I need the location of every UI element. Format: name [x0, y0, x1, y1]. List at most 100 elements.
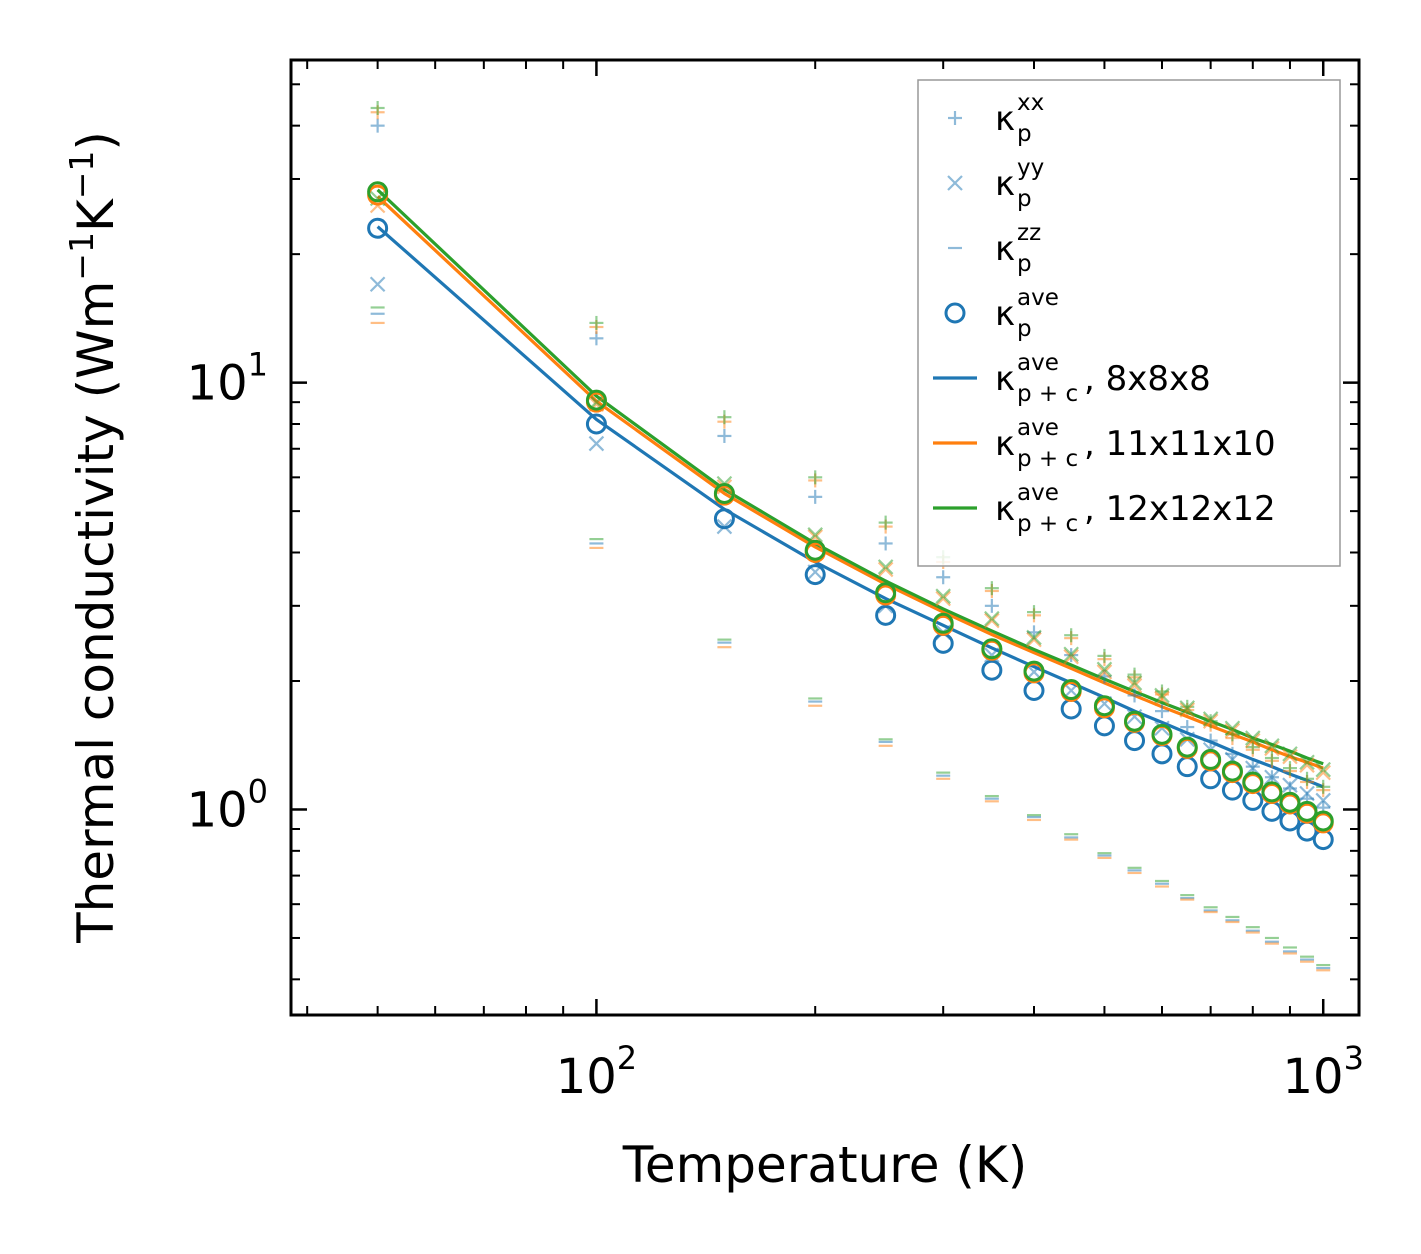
series-pyy-11x11x10-point-9 — [1096, 664, 1113, 680]
series-pave-8x8x8-point-2-ring — [713, 508, 735, 530]
series-pave-12x12x12-point-11-ring — [1151, 723, 1173, 745]
x-tick-label-1: 103 — [1283, 1039, 1364, 1105]
series-pyy-12x12x12-point-3 — [807, 527, 823, 543]
series-pave-12x12x12-point-14 — [1221, 760, 1243, 782]
y-tick-label-1: 101 — [187, 346, 268, 412]
legend-label-sub: p — [1017, 251, 1032, 277]
series-pave-8x8x8-point-0 — [367, 217, 389, 239]
series-pave-12x12x12-point-1 — [585, 389, 607, 411]
x-tick-label-exp: 2 — [617, 1039, 637, 1077]
series-pyy-8x8x8-point-19 — [1315, 792, 1332, 809]
legend-label-6: κave p + c, 12x12x12 — [995, 480, 1276, 537]
series-pave-12x12x12-point-13-ring — [1200, 748, 1222, 770]
series-pxx-8x8x8-point-12 — [1180, 720, 1195, 735]
series-pave-12x12x12-point-2-ring — [713, 482, 735, 504]
series-pyy-12x12x12-point-19 — [1315, 761, 1332, 778]
legend-handle-cross-d2 — [947, 175, 963, 191]
series-pxx-12x12x12-point-18 — [1300, 771, 1315, 786]
legend-label-2: κzz p — [995, 220, 1041, 277]
series-pyy-8x8x8-point-18-d2 — [1299, 785, 1315, 802]
series-pyy-11x11x10-point-11 — [1154, 690, 1170, 707]
series-pyy-12x12x12-point-15 — [1245, 730, 1261, 746]
series-pxx-8x8x8-point-6 — [984, 598, 999, 613]
series-pxx-12x12x12-point-17 — [1282, 761, 1297, 776]
series-pyy-11x11x10-point-13-d2 — [1202, 713, 1219, 729]
series-pyy-12x12x12-point-9-d2 — [1096, 661, 1113, 678]
series-pyy-12x12x12-point-17-d2 — [1282, 746, 1298, 762]
series-pave-12x12x12-point-18 — [1296, 800, 1318, 822]
series-pyy-11x11x10-point-8-d2 — [1063, 648, 1079, 665]
series-pyy-12x12x12-point-9 — [1096, 661, 1113, 678]
x-tick-label-base: 10 — [556, 1049, 617, 1105]
series-pyy-8x8x8-point-0 — [369, 276, 386, 293]
series-pyy-11x11x10-point-12-d2 — [1179, 702, 1196, 718]
legend-label-suffix: , 12x12x12 — [1084, 489, 1276, 529]
series-pyy-8x8x8-point-0-d2 — [369, 276, 386, 293]
legend-label-base: κ — [995, 359, 1015, 399]
series-pyy-12x12x12-point-16 — [1264, 738, 1280, 754]
series-pyy-11x11x10-point-15 — [1245, 732, 1261, 749]
series-pyy-11x11x10-point-14 — [1224, 722, 1241, 739]
series-pyy-11x11x10-point-14-d2 — [1224, 722, 1241, 739]
legend-entry-5: κave p + c, 11x11x10 — [933, 415, 1276, 472]
series-pyy-11x11x10-point-12 — [1179, 702, 1196, 718]
legend-label-sup: ave — [1017, 480, 1059, 506]
legend-entry-1: κyy p — [947, 155, 1044, 212]
series-pave-12x12x12-point-19 — [1312, 810, 1334, 832]
series-pyy-11x11x10 — [369, 197, 1332, 781]
legend-label-sub: p + c — [1017, 511, 1078, 537]
series-pyy-12x12x12-point-8-d2 — [1063, 646, 1079, 663]
legend-label-base: κ — [995, 424, 1015, 464]
series-pyy-11x11x10-point-19-d2 — [1315, 764, 1332, 781]
legend-label-suffix: , 8x8x8 — [1084, 359, 1211, 399]
series-pyy-12x12x12-point-17 — [1282, 746, 1298, 762]
series-pyy-11x11x10-point-7-d2 — [1026, 631, 1042, 648]
series-pave-12x12x12-point-8 — [1060, 679, 1082, 701]
series-pxx-12x12x12-point-16 — [1264, 751, 1279, 766]
x-tick-label-exp: 3 — [1344, 1039, 1364, 1077]
series-pxx-12x12x12-point-2 — [717, 410, 732, 425]
series-pyy-12x12x12-point-12 — [1179, 700, 1196, 716]
series-pyy-12x12x12-point-16-d2 — [1264, 738, 1280, 754]
legend-label-4: κave p + c, 8x8x8 — [995, 350, 1211, 407]
y-axis-label-end: ) — [67, 131, 125, 151]
series-pave-12x12x12-point-18-ring — [1296, 800, 1318, 822]
series-pxx-8x8x8-point-11 — [1154, 704, 1169, 719]
y-tick-label-base: 10 — [187, 782, 248, 838]
legend-label-sup: xx — [1017, 90, 1044, 116]
legend-box — [917, 79, 1341, 567]
legend-label-suffix: , 11x11x10 — [1084, 424, 1276, 464]
legend-entry-0: κxx p — [948, 90, 1044, 147]
series-pyy-12x12x12-point-18 — [1299, 754, 1315, 771]
legend-label-base: κ — [995, 294, 1015, 334]
series-pyy-11x11x10-point-6 — [984, 612, 1000, 629]
series-pxx-8x8x8-point-2 — [717, 428, 732, 443]
y-tick-label-exp: 1 — [248, 346, 268, 384]
series-pave-12x12x12-point-1-ring — [585, 389, 607, 411]
series-pzz-11x11x10 — [370, 321, 1331, 972]
series-pave-12x12x12-point-4 — [875, 582, 897, 604]
series-pyy-11x11x10-point-5-d2 — [935, 590, 951, 607]
series-pyy-11x11x10-point-5 — [935, 590, 951, 607]
y-tick-label-0: 100 — [187, 772, 268, 838]
y-axis-label-exp1: −1 — [62, 232, 101, 281]
series-pyy-11x11x10-point-18 — [1299, 757, 1315, 773]
series-pave-12x12x12-point-11 — [1151, 723, 1173, 745]
series-pyy-11x11x10-point-17-d2 — [1282, 748, 1298, 765]
series-pave-8x8x8-point-1 — [585, 413, 607, 435]
series-pyy-8x8x8-point-7 — [1026, 664, 1042, 680]
y-tick-label-exp: 0 — [248, 772, 268, 810]
legend-label-sub: p — [1017, 186, 1032, 212]
legend-label-base: κ — [995, 229, 1015, 269]
legend-label-sub: p — [1017, 121, 1032, 147]
y-axis-label-mid: K — [67, 198, 125, 232]
series-pyy-8x8x8-point-18 — [1299, 785, 1315, 802]
series-pxx-12x12x12-point-1 — [589, 315, 604, 330]
series-pave-12x12x12-point-15 — [1242, 771, 1264, 793]
x-axis-label: Temperature (K) — [622, 1136, 1027, 1194]
series-pyy-11x11x10-point-16 — [1264, 740, 1280, 757]
series-pxx-12x12x12-point-10 — [1127, 667, 1142, 682]
series-pave-12x12x12-point-3 — [804, 539, 826, 561]
series-pyy-12x12x12-point-6 — [984, 610, 1000, 627]
